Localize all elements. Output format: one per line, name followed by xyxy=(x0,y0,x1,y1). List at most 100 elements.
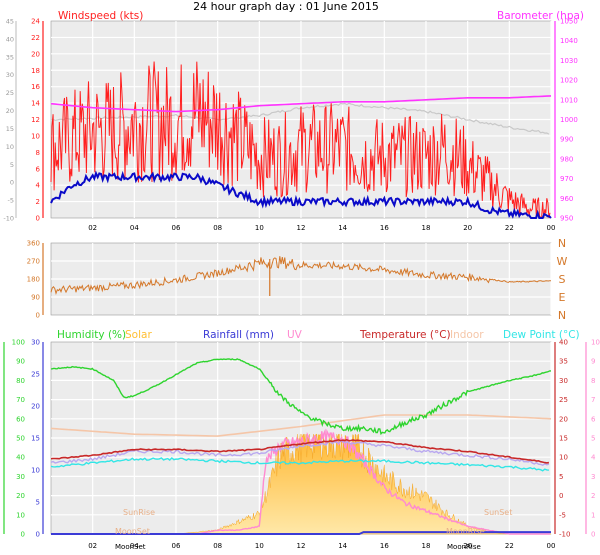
legend-item: Humidity (%) xyxy=(57,329,126,341)
x-tick-label: 00 xyxy=(547,224,556,232)
wind-direction-line xyxy=(50,256,551,295)
windspeed-line xyxy=(50,61,551,219)
outer-axis-tick: 5 xyxy=(10,161,14,169)
sunrise-label: SunRise xyxy=(123,508,155,517)
humidity-axis-tick: 90 xyxy=(16,358,25,366)
indoor-line xyxy=(50,414,552,437)
uv-axis-tick: 8 xyxy=(591,377,595,385)
humidity-axis-tick: 40 xyxy=(16,454,25,462)
humidity-axis-tick: 20 xyxy=(16,492,25,500)
temp-axis-tick: -10 xyxy=(559,531,570,539)
wind-panel-left-label: Windspeed (kts) xyxy=(58,10,143,22)
baro-axis-tick: 1050 xyxy=(560,18,578,26)
temp-axis-tick: 20 xyxy=(559,415,568,423)
temp-axis-tick: -5 xyxy=(559,511,566,519)
outer-axis-tick: 20 xyxy=(6,107,14,115)
compass-label: N xyxy=(558,237,566,250)
humidity-axis-tick: 60 xyxy=(16,415,25,423)
direction-axis-tick: 180 xyxy=(27,276,40,284)
x-tick-label: 08 xyxy=(213,224,222,232)
humidity-axis-tick: 30 xyxy=(16,473,25,481)
x-tick-label: 02 xyxy=(88,224,97,232)
wind-axis-tick: 18 xyxy=(31,67,40,75)
uv-axis-tick: 9 xyxy=(591,358,595,366)
direction-axis-tick: 360 xyxy=(27,240,40,248)
outer-axis-tick: 30 xyxy=(6,71,14,79)
annotations: SunRise SunSet MoonSet MoonRise MoonSet MoonR… xyxy=(115,508,512,551)
baro-axis-tick: 950 xyxy=(560,215,573,223)
direction-axis-tick: 270 xyxy=(27,258,40,266)
temp-axis-tick: 5 xyxy=(559,473,563,481)
outer-axis-tick: 10 xyxy=(6,143,14,151)
temperature-line xyxy=(50,438,550,464)
outer-axis-tick: 45 xyxy=(6,18,14,26)
compass-label: E xyxy=(559,291,566,304)
uv-axis-tick: 7 xyxy=(591,396,595,404)
moonrise-label: MoonRise xyxy=(446,527,485,536)
outer-axis-tick: 40 xyxy=(6,35,14,43)
uv-axis-tick: 0 xyxy=(591,531,595,539)
direction-axis-tick: 0 xyxy=(36,312,40,320)
legend-item: UV xyxy=(287,329,303,341)
x-tick-label: 10 xyxy=(255,224,264,232)
humidity-line xyxy=(50,358,551,436)
sunset-label: SunSet xyxy=(484,508,512,517)
x-tick-label: 02 xyxy=(88,542,97,550)
direction-panel-grid xyxy=(51,243,552,315)
legend: Humidity (%)Solar Rainfall (mm) UV Temperat… xyxy=(57,329,580,341)
legend-item: Temperature (°C) xyxy=(359,329,451,341)
axes: -10-505101520253035404502468101214161820… xyxy=(3,18,600,551)
temp-axis-tick: 30 xyxy=(559,377,568,385)
outer-axis-tick: 25 xyxy=(6,89,14,97)
moonrise-marker-label: MoonRise xyxy=(447,543,481,551)
wind-axis-tick: 0 xyxy=(36,215,40,223)
temp-axis-tick: 10 xyxy=(559,454,568,462)
humidity-axis-tick: 70 xyxy=(16,396,25,404)
wind-axis-tick: 8 xyxy=(36,149,40,157)
x-tick-label: 10 xyxy=(255,542,264,550)
x-tick-label: 14 xyxy=(338,224,347,232)
x-tick-label: 20 xyxy=(463,224,472,232)
legend-item: Solar xyxy=(125,329,152,341)
outer-axis-tick: 35 xyxy=(6,53,14,61)
humidity-axis-tick: 100 xyxy=(12,339,25,347)
moonset-marker-label: MoonSet xyxy=(115,543,146,551)
x-tick-label: 22 xyxy=(505,224,514,232)
humidity-axis-tick: 10 xyxy=(16,511,25,519)
humidity-axis-tick: 50 xyxy=(16,435,25,443)
baro-axis-tick: 1030 xyxy=(560,57,578,65)
wind-axis-tick: 16 xyxy=(31,83,40,91)
x-tick-label: 16 xyxy=(380,224,389,232)
moonset-label: MoonSet xyxy=(115,527,150,536)
compass-label: N xyxy=(558,309,566,322)
direction-axis-tick: 90 xyxy=(31,294,40,302)
compass-label: W xyxy=(557,255,568,268)
temp-axis-tick: 0 xyxy=(559,492,563,500)
legend-item: Dew Point (°C) xyxy=(503,329,580,341)
uv-axis-tick: 5 xyxy=(591,435,595,443)
humidity-axis-tick: 0 xyxy=(21,531,25,539)
wind-axis-tick: 24 xyxy=(31,18,40,26)
baro-axis-tick: 1020 xyxy=(560,77,578,85)
baro-axis-tick: 970 xyxy=(560,175,573,183)
x-tick-label: 06 xyxy=(172,224,181,232)
temp-axis-tick: 35 xyxy=(559,358,568,366)
x-tick-label: 20 xyxy=(463,542,472,550)
uv-axis-tick: 3 xyxy=(591,473,595,481)
wind-axis-tick: 2 xyxy=(36,198,40,206)
x-tick-label: 22 xyxy=(505,542,514,550)
x-tick-label: 12 xyxy=(297,224,306,232)
x-tick-label: 16 xyxy=(380,542,389,550)
baro-axis-tick: 1040 xyxy=(560,37,578,45)
baro-axis-tick: 980 xyxy=(560,155,573,163)
outer-axis-tick: 15 xyxy=(6,125,14,133)
wind-axis-tick: 22 xyxy=(31,34,40,42)
uv-axis-tick: 2 xyxy=(591,492,595,500)
x-tick-label: 18 xyxy=(422,224,431,232)
uv-axis-tick: 6 xyxy=(591,415,596,423)
series-layer xyxy=(50,61,552,535)
x-tick-label: 06 xyxy=(172,542,181,550)
baro-axis-tick: 960 xyxy=(560,195,573,203)
baro-axis-tick: 1000 xyxy=(560,116,578,124)
